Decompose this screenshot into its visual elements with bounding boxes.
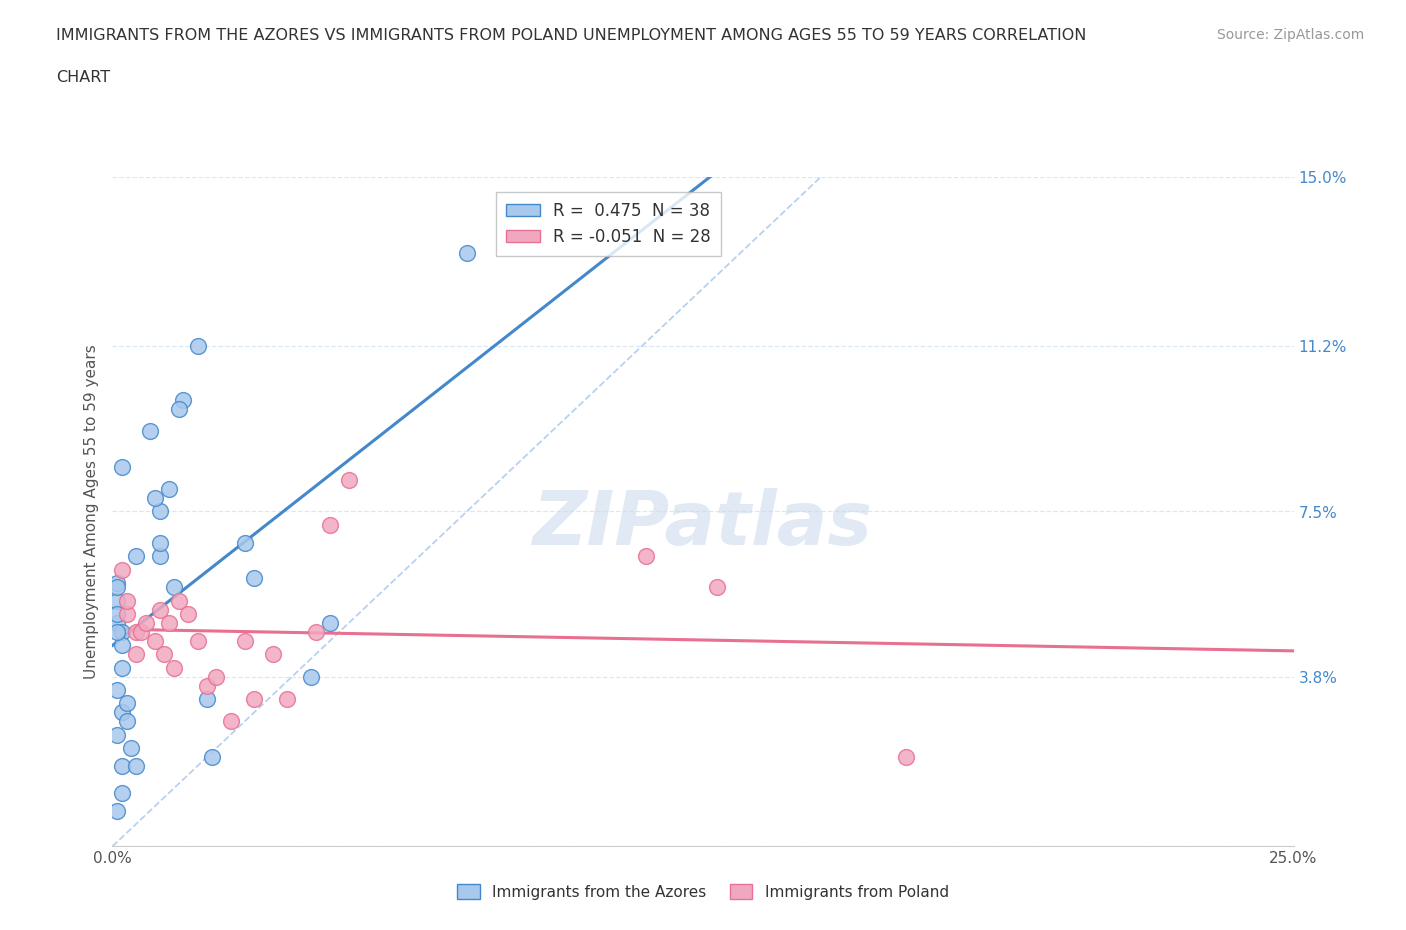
Point [105,576,128,591]
Point [111,459,134,474]
Point [129,625,152,640]
Point [319,517,342,532]
Point [105,625,128,640]
Point [167,593,190,608]
Point [706,580,728,595]
Point [163,660,186,675]
Point [111,625,134,640]
Point [111,705,134,720]
Text: CHART: CHART [56,70,110,85]
Point [201,750,224,764]
Point [143,491,166,506]
Point [105,580,128,595]
Point [135,616,157,631]
Text: Source: ZipAtlas.com: Source: ZipAtlas.com [1216,28,1364,42]
Point [186,633,208,648]
Point [105,683,128,698]
Point [105,593,128,608]
Point [125,625,148,640]
Point [143,633,166,648]
Point [111,660,134,675]
Point [456,246,478,260]
Point [304,625,326,640]
Point [149,536,172,551]
Point [115,714,138,729]
Point [195,692,218,707]
Point [195,678,218,693]
Point [111,562,134,577]
Point [139,424,162,439]
Point [153,647,176,662]
Point [167,402,190,417]
Point [894,750,917,764]
Point [125,549,148,564]
Point [172,392,194,407]
Point [319,616,342,631]
Point [115,696,138,711]
Point [337,472,360,487]
Point [177,606,200,621]
Point [262,647,284,662]
Point [276,692,298,707]
Point [163,580,186,595]
Point [105,727,128,742]
Point [157,482,180,497]
Point [243,571,266,586]
Point [205,670,228,684]
Legend: Immigrants from the Azores, Immigrants from Poland: Immigrants from the Azores, Immigrants f… [451,877,955,906]
Point [233,536,256,551]
Y-axis label: Unemployment Among Ages 55 to 59 years: Unemployment Among Ages 55 to 59 years [83,344,98,679]
Point [157,616,180,631]
Point [111,638,134,653]
Text: ZIPatlas: ZIPatlas [533,488,873,562]
Point [149,504,172,519]
Point [149,549,172,564]
Point [111,785,134,800]
Point [105,804,128,818]
Point [243,692,266,707]
Point [111,759,134,774]
Point [149,603,172,618]
Point [120,740,142,755]
Point [219,714,242,729]
Point [105,606,128,621]
Point [636,549,658,564]
Point [186,339,208,353]
Point [233,633,256,648]
Point [115,606,138,621]
Point [115,593,138,608]
Point [299,670,322,684]
Point [125,647,148,662]
Text: IMMIGRANTS FROM THE AZORES VS IMMIGRANTS FROM POLAND UNEMPLOYMENT AMONG AGES 55 : IMMIGRANTS FROM THE AZORES VS IMMIGRANTS… [56,28,1087,43]
Point [105,616,128,631]
Point [125,759,148,774]
